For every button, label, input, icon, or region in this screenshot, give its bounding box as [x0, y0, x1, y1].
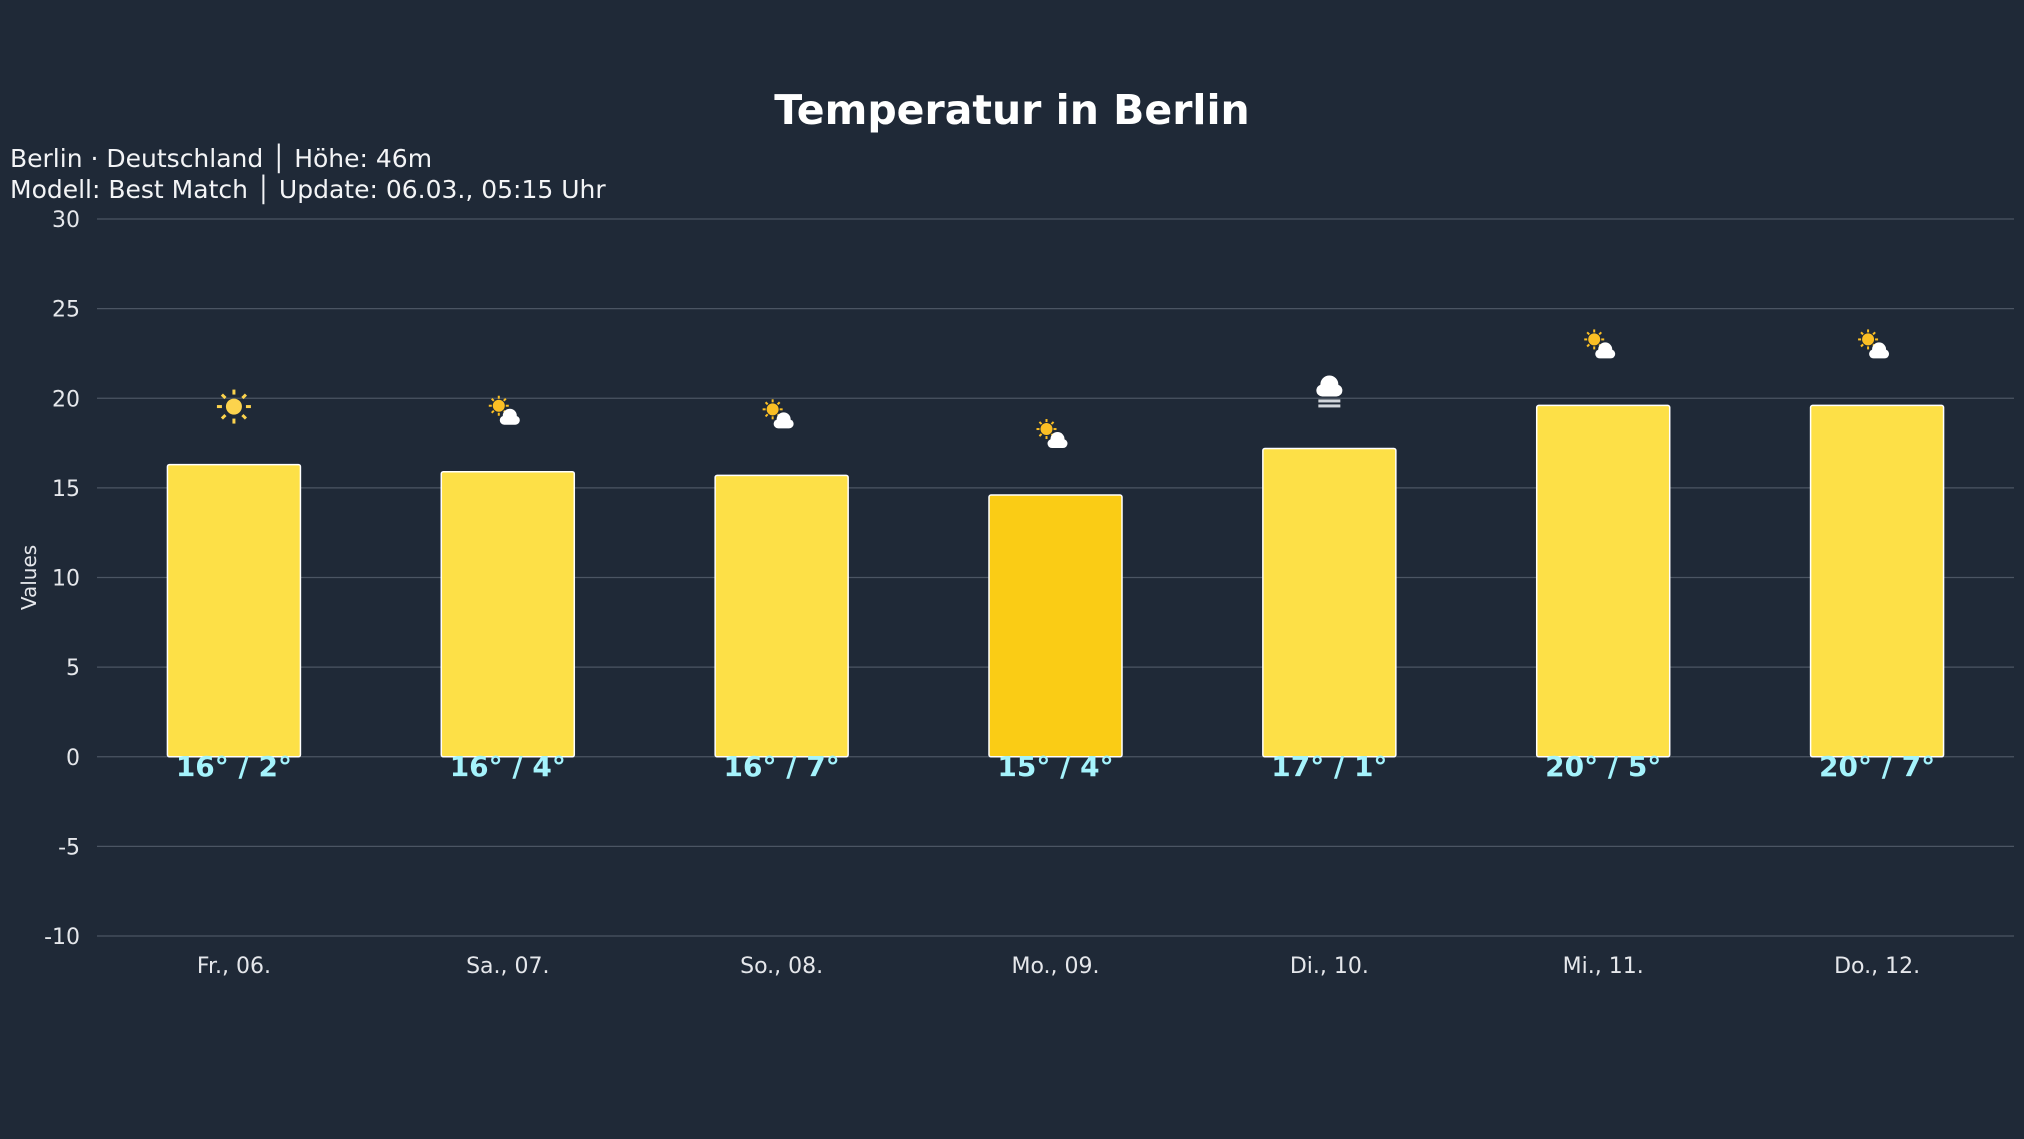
sun-cloud-icon [488, 395, 520, 425]
sun-core [1862, 333, 1875, 346]
fog-icon [1316, 375, 1343, 408]
data-label: 20° / 7° [1819, 750, 1935, 783]
cloud-base [1047, 439, 1068, 449]
x-tick-label: Fr., 06. [197, 954, 271, 979]
x-tick-label: Do., 12. [1834, 954, 1920, 979]
sun-cloud-icon [1036, 419, 1068, 449]
chart-title: Temperatur in Berlin [774, 86, 1250, 134]
bar [1262, 447, 1397, 758]
sun-ray [1860, 343, 1864, 348]
sun-ray [241, 413, 248, 420]
cloud-base [1869, 349, 1890, 359]
sun-ray [764, 401, 769, 406]
y-tick-label: 20 [52, 387, 80, 412]
y-tick-label: -10 [44, 925, 80, 950]
location-subtitle: Berlin · Deutschland │ Höhe: 46m [10, 144, 433, 173]
cloud-base [1595, 349, 1616, 359]
data-label: 16° / 7° [724, 750, 840, 783]
sun-core [766, 403, 779, 416]
sun-ray [1050, 421, 1055, 425]
y-tick-label: 30 [52, 208, 80, 233]
sun-ray [503, 397, 507, 402]
sun-core [492, 399, 505, 412]
data-label: 15° / 4° [997, 750, 1113, 783]
sun-core [225, 398, 242, 415]
sun-ray [1038, 421, 1043, 425]
sun-ray [241, 393, 248, 400]
sun-ray [220, 393, 227, 400]
bar [988, 494, 1123, 758]
sun-core [1588, 333, 1601, 346]
y-tick-label: 5 [66, 656, 80, 681]
y-tick-label: 0 [66, 746, 80, 771]
sun-cloud-icon [1584, 329, 1616, 359]
sun-core [1040, 423, 1053, 436]
x-tick-label: Sa., 07. [466, 954, 549, 979]
sun-ray [1860, 331, 1864, 336]
sun-ray [491, 397, 495, 402]
cloud-base [773, 419, 794, 429]
y-tick-label: 25 [52, 298, 80, 323]
data-label: 17° / 1° [1271, 750, 1387, 783]
data-label: 16° / 2° [176, 750, 292, 783]
sun-ray [491, 409, 495, 414]
x-tick-label: Mi., 11. [1563, 954, 1644, 979]
sun-ray [1872, 331, 1876, 336]
fog-line [1318, 399, 1341, 403]
bar [166, 463, 302, 758]
x-tick-label: Di., 10. [1290, 954, 1369, 979]
sun-icon [216, 389, 251, 424]
fog-line [1318, 404, 1341, 408]
sun-ray [1038, 433, 1043, 437]
sun-ray [776, 401, 781, 406]
bar [714, 474, 849, 758]
y-axis-label: Values [17, 545, 41, 610]
y-tick-label: -5 [58, 835, 80, 860]
bar [1535, 404, 1671, 758]
model-subtitle: Modell: Best Match │ Update: 06.03., 05:… [10, 175, 606, 204]
sun-cloud-icon [762, 399, 794, 429]
x-tick-label: Mo., 09. [1011, 954, 1099, 979]
sun-ray [1598, 331, 1602, 336]
sun-ray [1586, 343, 1590, 348]
y-tick-label: 10 [52, 567, 80, 592]
bar [440, 470, 576, 758]
data-label: 16° / 4° [450, 750, 566, 783]
cloud-base [1316, 384, 1343, 397]
data-label: 20° / 5° [1545, 750, 1661, 783]
x-tick-label: So., 08. [740, 954, 823, 979]
cloud-base [499, 415, 520, 425]
sun-ray [764, 413, 769, 418]
sun-cloud-icon [1858, 329, 1890, 359]
sun-ray [1586, 331, 1590, 336]
bar [1809, 404, 1945, 758]
y-tick-label: 15 [52, 477, 80, 502]
sun-ray [220, 413, 227, 420]
